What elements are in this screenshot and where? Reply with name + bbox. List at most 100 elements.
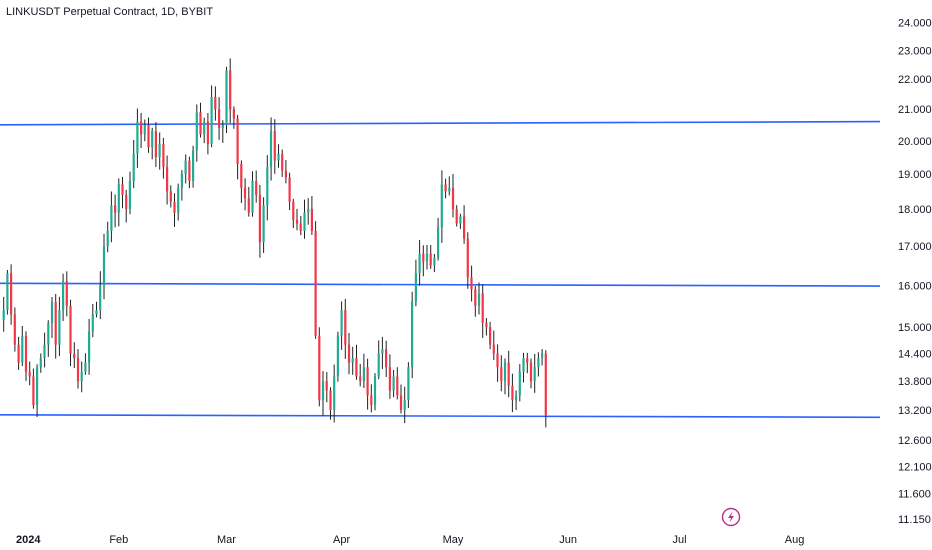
candle-body <box>418 253 421 274</box>
candle <box>429 245 432 269</box>
candle <box>318 327 321 407</box>
candle <box>381 336 384 369</box>
level-line-1[interactable] <box>0 120 881 126</box>
candle-body <box>336 335 339 377</box>
candle-body <box>433 257 436 266</box>
candle <box>370 384 373 413</box>
candle-body <box>247 198 250 213</box>
candles <box>2 58 547 428</box>
candle-body <box>503 362 507 382</box>
candle <box>2 296 5 332</box>
candle-body <box>62 281 65 311</box>
candle <box>292 198 295 228</box>
candle-body <box>448 187 451 192</box>
candle-body <box>314 231 317 336</box>
candle <box>95 301 98 318</box>
candle <box>184 154 187 184</box>
candle-body <box>10 273 13 315</box>
y-tick-label: 18.000 <box>898 204 932 216</box>
candle-body <box>381 349 384 354</box>
candle <box>459 213 462 229</box>
candle-body <box>184 160 187 174</box>
flash-badge-icon[interactable] <box>721 507 741 527</box>
x-tick-label: 2024 <box>16 534 41 546</box>
candle-body <box>221 124 224 128</box>
candle <box>243 178 247 211</box>
candle-body <box>32 376 35 405</box>
candle-body <box>396 376 399 396</box>
level-line-3[interactable] <box>0 413 881 419</box>
candle <box>529 358 533 389</box>
candle-body <box>243 187 247 199</box>
candle <box>158 132 161 170</box>
candle <box>422 245 425 277</box>
y-tick-label: 14.400 <box>898 349 932 361</box>
candle-body <box>422 253 425 262</box>
candle <box>121 176 124 209</box>
candle-body <box>58 310 61 345</box>
candle <box>147 117 150 153</box>
candle <box>359 364 362 387</box>
x-tick-label: Apr <box>333 534 350 546</box>
candle <box>269 117 273 181</box>
candle-body <box>80 371 83 382</box>
x-tick-label: Jun <box>559 534 577 546</box>
candle <box>433 254 436 272</box>
candle <box>537 352 540 377</box>
candle <box>128 171 131 215</box>
candle-body <box>344 310 347 345</box>
candle <box>210 85 213 148</box>
candle <box>162 137 165 179</box>
candle-body <box>318 335 321 401</box>
candle <box>206 113 209 155</box>
candle-body <box>388 367 391 391</box>
candle-body <box>255 180 258 195</box>
candle <box>247 187 250 217</box>
candle-body <box>102 246 106 286</box>
candle <box>136 108 139 168</box>
candle-body <box>355 358 358 377</box>
candle-body <box>88 331 91 363</box>
candle <box>396 367 399 400</box>
candle-body <box>492 344 495 354</box>
candle <box>80 361 83 393</box>
candle-body <box>459 216 462 224</box>
candle <box>177 183 180 221</box>
candle-body <box>258 194 261 243</box>
candle <box>166 155 169 205</box>
candle <box>21 326 24 367</box>
candle <box>69 299 72 367</box>
candle <box>314 221 317 339</box>
candle-body <box>477 293 481 306</box>
candle-body <box>370 395 373 406</box>
candle-body <box>121 184 124 195</box>
candle-body <box>43 344 46 358</box>
candle-body <box>463 216 466 239</box>
candle <box>503 358 507 395</box>
candle-body <box>73 353 76 359</box>
candle <box>321 371 325 416</box>
candle-body <box>507 362 510 386</box>
candle <box>507 350 510 398</box>
candle <box>225 66 228 133</box>
candle <box>91 304 94 338</box>
candle <box>414 259 417 307</box>
candle <box>99 271 102 320</box>
candle-body <box>132 153 135 181</box>
candle <box>192 145 195 188</box>
candle <box>73 342 76 368</box>
candle-body <box>106 231 109 247</box>
level-line-2[interactable] <box>0 282 881 287</box>
candle-body <box>377 353 380 377</box>
candle-body <box>411 301 414 368</box>
candle-body <box>466 238 469 278</box>
price-axis: 24.000 23.000 22.000 21.000 20.000 19.000 18.0… <box>898 18 932 527</box>
candle <box>347 333 351 375</box>
candle <box>229 58 232 124</box>
candle-body <box>500 367 503 382</box>
candle <box>180 170 183 201</box>
candle-body <box>522 358 525 372</box>
candle <box>325 372 328 403</box>
candle-body <box>481 293 484 323</box>
